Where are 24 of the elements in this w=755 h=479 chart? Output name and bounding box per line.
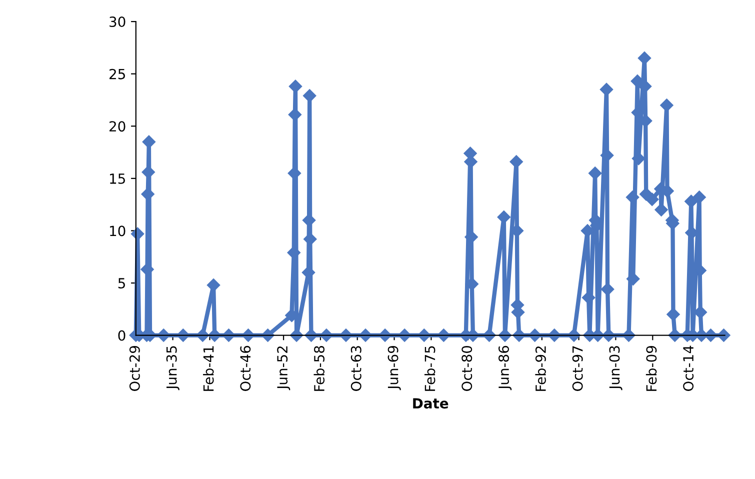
x-tick-label: Oct-80 — [462, 346, 472, 391]
x-tick-label: Jun-86 — [498, 346, 512, 390]
x-tick-label: Feb-75 — [424, 346, 436, 391]
x-tick-label: Feb-09 — [646, 346, 657, 391]
x-tick-label: Oct-29 — [129, 346, 140, 391]
y-tick-label: 5 — [118, 278, 125, 288]
x-tick-label: Oct-14 — [683, 346, 694, 391]
x-axis-title: Date — [413, 398, 448, 409]
y-tick-label: 0 — [118, 330, 126, 341]
x-tick-label: Feb-41 — [203, 346, 214, 391]
x-tick-label: Feb-92 — [535, 346, 546, 391]
x-tick-label: Jun-35 — [166, 346, 180, 390]
x-tick-label: Jun-03 — [609, 346, 622, 390]
x-tick-label: Feb-58 — [314, 346, 324, 391]
x-tick-label: Oct-63 — [350, 346, 362, 391]
y-tick-label: 30 — [110, 16, 126, 28]
y-tick-label: 25 — [110, 68, 125, 80]
y-tick-label: 20 — [110, 121, 126, 132]
x-tick-label: Jun-52 — [277, 346, 290, 390]
x-tick-label: Oct-97 — [572, 346, 583, 391]
y-tick-label: 15 — [110, 174, 125, 184]
y-tick-label: 10 — [110, 226, 126, 236]
x-tick-label: Jun-69 — [388, 346, 401, 390]
x-tick-label: Oct-46 — [240, 346, 251, 391]
